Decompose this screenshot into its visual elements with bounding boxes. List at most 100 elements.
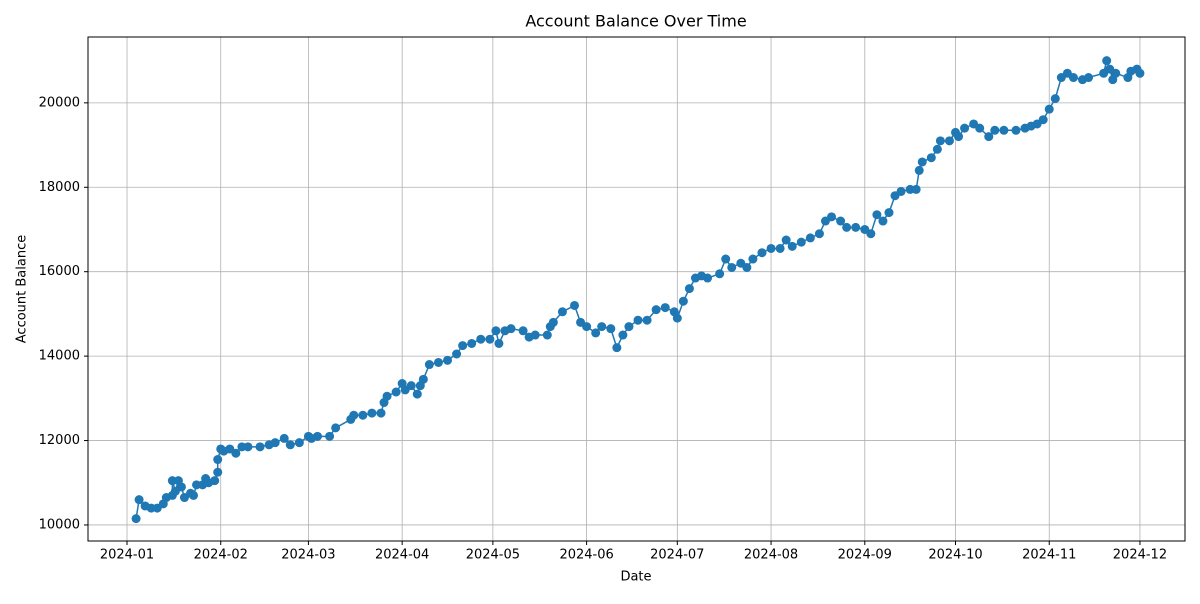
data-point — [382, 391, 392, 401]
data-point — [530, 330, 540, 340]
data-point — [1044, 104, 1054, 114]
data-point — [1102, 56, 1112, 66]
data-point — [485, 334, 495, 344]
data-point — [999, 125, 1009, 135]
data-point — [878, 216, 888, 226]
data-point — [954, 132, 964, 142]
data-point — [1135, 68, 1145, 78]
data-point — [703, 273, 713, 283]
data-point — [715, 269, 725, 279]
data-point — [884, 208, 894, 218]
data-point — [624, 322, 634, 332]
data-point — [633, 315, 643, 325]
data-point — [452, 349, 462, 359]
x-tick-label: 2024-08 — [744, 548, 798, 563]
data-point — [279, 433, 289, 443]
data-point — [491, 326, 501, 336]
data-point — [775, 243, 785, 253]
data-point — [757, 248, 767, 258]
data-point — [406, 381, 416, 391]
data-point — [570, 300, 580, 310]
data-point — [548, 317, 558, 327]
data-point — [866, 229, 876, 239]
y-axis-label: Account Balance — [15, 235, 30, 343]
data-point — [376, 408, 386, 418]
data-point — [651, 305, 661, 315]
x-tick-label: 2024-03 — [281, 548, 335, 563]
data-point — [312, 431, 322, 441]
data-point — [926, 153, 936, 163]
data-point — [678, 296, 688, 306]
data-point — [582, 322, 592, 332]
data-point — [424, 360, 434, 370]
data-point — [836, 216, 846, 226]
data-point — [766, 243, 776, 253]
data-point — [642, 315, 652, 325]
data-point — [542, 330, 552, 340]
data-point — [827, 212, 837, 222]
x-tick-label: 2024-12 — [1113, 548, 1167, 563]
data-point — [433, 357, 443, 367]
data-point — [518, 326, 528, 336]
data-point — [1111, 68, 1121, 78]
data-point — [684, 284, 694, 294]
chart-title: Account Balance Over Time — [525, 12, 746, 31]
data-point — [458, 341, 468, 351]
data-point — [270, 438, 280, 448]
data-point — [591, 328, 601, 338]
data-point — [872, 210, 882, 220]
data-point — [134, 495, 144, 505]
data-point — [618, 330, 628, 340]
x-tick-label: 2024-07 — [650, 548, 704, 563]
data-point — [960, 123, 970, 133]
data-point — [944, 136, 954, 146]
data-point — [213, 467, 223, 477]
data-point — [612, 343, 622, 353]
data-point — [1038, 115, 1048, 125]
data-point — [391, 387, 401, 397]
x-tick-label: 2024-02 — [194, 548, 248, 563]
data-point — [367, 408, 377, 418]
data-point — [331, 423, 341, 433]
data-point — [842, 222, 852, 232]
data-point — [349, 410, 359, 420]
data-point — [231, 448, 241, 458]
data-point — [1011, 125, 1021, 135]
data-point — [914, 165, 924, 175]
data-line — [135, 58, 1141, 519]
y-tick-label: 10000 — [39, 517, 80, 532]
data-point — [189, 490, 199, 500]
x-tick-label: 2024-01 — [100, 548, 154, 563]
data-point — [418, 374, 428, 384]
y-tick-label: 14000 — [39, 349, 80, 364]
data-point — [597, 322, 607, 332]
data-point — [606, 324, 616, 334]
data-point — [213, 455, 223, 465]
data-point — [932, 144, 942, 154]
data-point — [984, 132, 994, 142]
data-point — [325, 431, 335, 441]
data-point — [1050, 94, 1060, 104]
data-point — [443, 355, 453, 365]
data-point — [1068, 73, 1078, 83]
data-point — [1084, 73, 1094, 83]
plot-frame — [87, 36, 1186, 542]
data-point — [805, 233, 815, 243]
data-point — [557, 307, 567, 317]
data-point — [896, 186, 906, 196]
data-point — [917, 157, 927, 167]
x-tick-label: 2024-06 — [559, 548, 613, 563]
data-point — [176, 482, 186, 492]
data-point — [358, 410, 368, 420]
data-point — [476, 334, 486, 344]
data-point — [851, 222, 861, 232]
data-point — [467, 338, 477, 348]
x-tick-label: 2024-10 — [928, 548, 982, 563]
x-tick-label: 2024-05 — [466, 548, 520, 563]
data-point — [412, 389, 422, 399]
y-tick-label: 12000 — [39, 433, 80, 448]
data-point — [285, 440, 295, 450]
x-tick-label: 2024-11 — [1022, 548, 1076, 563]
data-point — [911, 184, 921, 194]
